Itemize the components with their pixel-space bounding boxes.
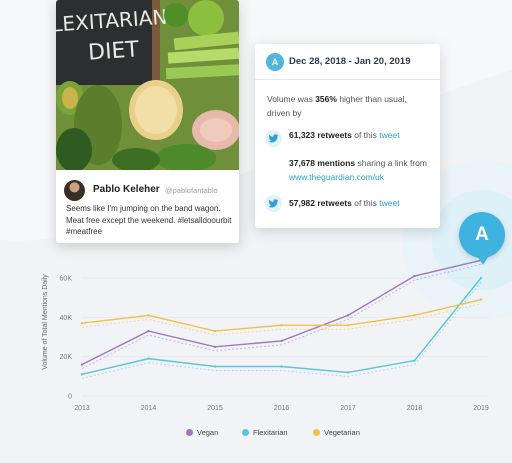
x-tick-label: 2015 [207,405,223,412]
tweet-text: Seems like I'm jumping on the band wagon… [66,204,232,236]
insight-badge: A [266,53,284,71]
twitter-icon [265,130,282,147]
y-tick-label: 60K [60,276,73,283]
x-tick-label: 2018 [407,405,423,412]
food-photo: FLEXITARIAN DIET [56,0,239,170]
tweet-card[interactable]: FLEXITARIAN DIET Pablo Keleher @pablofan… [56,0,239,243]
tweet-link-1[interactable]: tweet [379,130,400,140]
data-point-vegetarian[interactable] [280,324,283,327]
data-point-vegan[interactable] [280,339,283,343]
insight-row-retweets-1: 61,323 retweets of this tweet [289,130,400,140]
x-tick-label: 2013 [74,405,90,412]
y-axis-label: Volume of Total Mentions Daily [42,274,49,370]
data-point-flexitarian[interactable] [280,365,283,368]
guardian-link[interactable]: www.theguardian.com/uk [289,172,384,182]
data-point-vegan[interactable] [346,314,350,317]
annotation-pin-tail [476,254,490,265]
data-point-flexitarian[interactable] [147,357,150,360]
legend-label-vegetarian: Vegetarian [324,428,360,437]
insight-row-mentions: 37,678 mentions sharing a link from www.… [289,156,434,184]
summary-suffix: higher than usual, driven by [267,94,407,118]
series-echo-vegan [81,263,482,369]
chalkboard-text-2: DIET [87,37,140,66]
retweet-count-2: 57,982 retweets [289,198,352,208]
data-point-vegetarian[interactable] [213,329,217,333]
y-tick-label: 40K [60,315,73,322]
tweet-author-handle[interactable]: @pablofantablo [165,186,218,195]
data-point-vegan[interactable] [147,329,150,333]
tweet-author-name[interactable]: Pablo Keleher [93,184,160,195]
data-point-flexitarian[interactable] [213,365,217,368]
data-point-flexitarian[interactable] [413,359,416,362]
data-point-flexitarian[interactable] [479,276,483,280]
avatar[interactable] [64,180,85,201]
tweet-link-2[interactable]: tweet [379,198,400,208]
legend-label-vegan: Vegan [197,428,219,437]
twitter-icon [265,195,282,212]
date-range: Dec 28, 2018 - Jan 20, 2019 [289,56,411,67]
annotation-pin-a[interactable]: A [459,212,505,258]
data-point-flexitarian[interactable] [80,373,84,376]
legend-dot-vegetarian [313,429,320,436]
insight-row-retweets-2: 57,982 retweets of this tweet [289,198,400,208]
mention-count: 37,678 mentions [289,158,356,168]
x-tick-label: 2016 [274,405,290,412]
insight-header: A Dec 28, 2018 - Jan 20, 2019 [255,44,440,80]
data-point-vegan[interactable] [413,274,416,278]
data-point-flexitarian[interactable] [346,371,350,374]
insight-card: A Dec 28, 2018 - Jan 20, 2019 Volume was… [255,44,440,228]
summary-percentage: 356% [315,94,337,104]
y-tick-label: 20K [60,354,73,361]
x-tick-label: 2017 [340,405,356,412]
x-tick-label: 2014 [141,405,157,412]
data-point-vegetarian[interactable] [80,322,84,325]
legend-label-flexitarian: Flexitarian [253,428,288,437]
y-tick-label: 0 [68,394,72,401]
series-echo-flexitarian [81,281,482,379]
data-point-vegetarian[interactable] [479,298,483,301]
row1-mid: of this [351,130,380,140]
data-point-vegetarian[interactable] [413,314,416,317]
data-point-vegetarian[interactable] [147,314,150,317]
data-point-vegan[interactable] [80,363,84,366]
legend-dot-vegan [186,429,193,436]
x-tick-label: 2019 [473,405,489,412]
data-point-vegan[interactable] [213,345,217,349]
insight-summary: Volume was 356% higher than usual, drive… [267,92,432,120]
series-line-vegan[interactable] [81,259,482,366]
row2-mid: sharing a link from [355,158,427,168]
data-point-vegetarian[interactable] [346,324,350,327]
series-echo-vegetarian [81,303,482,336]
summary-prefix: Volume was [267,94,316,104]
legend-dot-flexitarian [242,429,249,436]
retweet-count-1: 61,323 retweets [289,130,352,140]
row3-mid: of this [351,198,380,208]
